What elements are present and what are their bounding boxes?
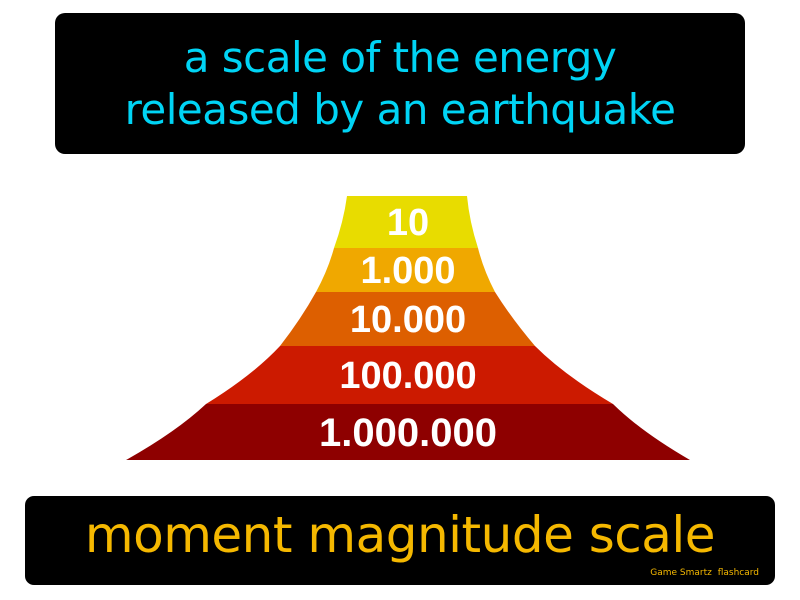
- pyramid-label-1: 10: [387, 202, 429, 244]
- brand-credit: Game Smartz flashcard: [650, 568, 759, 578]
- brand-suffix: flashcard: [717, 568, 759, 578]
- definition-line-2: released by an earthquake: [124, 84, 676, 134]
- pyramid-band-3: [280, 292, 535, 346]
- pyramid-band-1: [334, 196, 478, 248]
- pyramid-label-4: 100.000: [339, 355, 476, 397]
- definition-line-1: a scale of the energy: [183, 32, 617, 82]
- pyramid-label-2: 1.000: [360, 250, 455, 292]
- pyramid-band-4: [206, 346, 613, 404]
- pyramid-bands: [126, 196, 690, 460]
- pyramid-band-5: [126, 404, 690, 460]
- term-title: moment magnitude scale: [84, 506, 716, 564]
- definition-panel: a scale of the energy released by an ear…: [55, 13, 745, 154]
- pyramid-label-5: 1.000.000: [319, 411, 497, 455]
- term-panel: moment magnitude scale Game Smartz flash…: [25, 496, 775, 585]
- pyramid-labels: 10 1.000 10.000 100.000 1.000.000: [319, 202, 497, 455]
- pyramid-label-3: 10.000: [350, 299, 466, 341]
- pyramid-band-2: [316, 248, 495, 292]
- brand-name: Game Smartz: [650, 568, 712, 578]
